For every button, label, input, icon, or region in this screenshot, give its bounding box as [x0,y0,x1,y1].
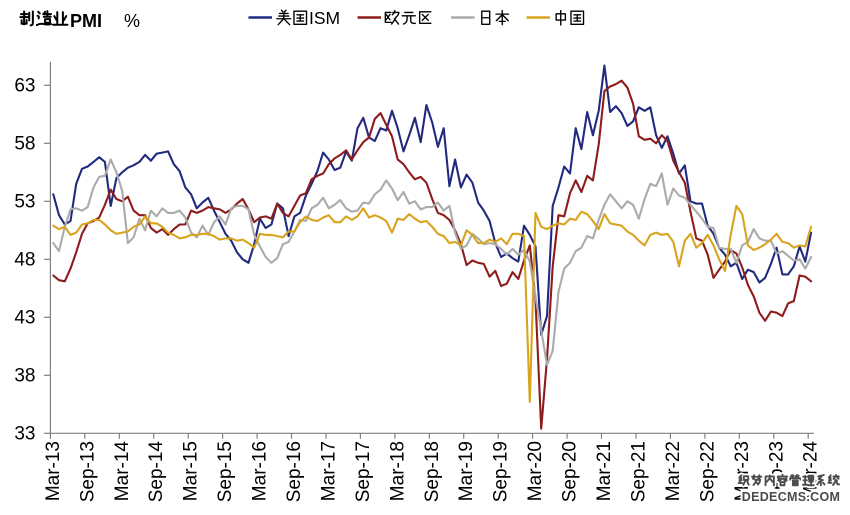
svg-text:Sep-19: Sep-19 [491,441,512,502]
svg-text:Sep-14: Sep-14 [146,441,167,503]
svg-text:33: 33 [14,423,35,444]
svg-text:Sep-16: Sep-16 [284,441,305,502]
svg-text:Mar-21: Mar-21 [594,441,615,501]
svg-text:Mar-19: Mar-19 [456,441,477,501]
svg-text:38: 38 [14,365,35,386]
svg-text:Mar-15: Mar-15 [181,441,202,501]
svg-text:63: 63 [14,75,35,96]
svg-text:Sep-17: Sep-17 [353,441,374,502]
svg-text:Mar-17: Mar-17 [319,441,340,501]
svg-text:Mar-22: Mar-22 [663,441,684,501]
svg-text:43: 43 [14,307,35,328]
svg-text:Mar-14: Mar-14 [112,441,133,502]
svg-text:Mar-20: Mar-20 [525,441,546,501]
svg-text:53: 53 [14,191,35,212]
svg-text:DEDECMS.COM: DEDECMS.COM [742,490,840,504]
svg-text:48: 48 [14,249,35,270]
svg-text:PMI: PMI [70,11,102,31]
svg-text:Sep-21: Sep-21 [629,441,650,502]
svg-text:%: % [124,11,140,31]
svg-text:Mar-13: Mar-13 [43,441,64,501]
svg-text:ISM: ISM [309,8,340,28]
svg-text:Sep-13: Sep-13 [77,441,98,502]
svg-text:Sep-15: Sep-15 [215,441,236,502]
svg-text:58: 58 [14,133,35,154]
svg-text:Mar-18: Mar-18 [387,441,408,501]
svg-text:Sep-18: Sep-18 [422,441,443,502]
svg-text:Mar-16: Mar-16 [250,441,271,501]
svg-text:Sep-20: Sep-20 [560,441,581,502]
svg-text:Sep-22: Sep-22 [697,441,718,502]
